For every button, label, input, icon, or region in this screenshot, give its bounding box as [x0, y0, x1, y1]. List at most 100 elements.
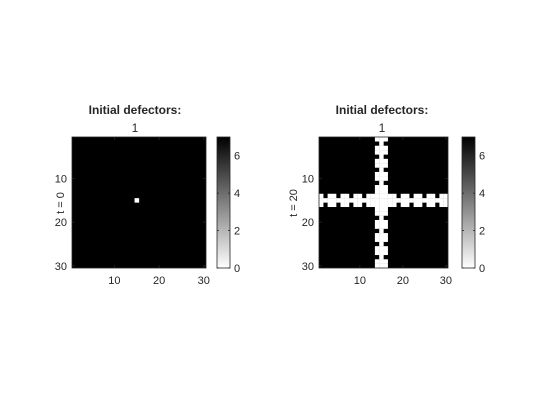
- heatmap-cell: [375, 172, 379, 177]
- heatmap-cell: [375, 233, 379, 238]
- heatmap-cell: [375, 189, 379, 194]
- heatmap-cell: [444, 203, 448, 208]
- heatmap-cell: [384, 207, 388, 212]
- heatmap-panel-t0: Initial defectors: 1 t = 0 10 20 30102030 …: [55, 103, 240, 287]
- heatmap-cell: [379, 229, 383, 234]
- heatmap-cell: [375, 203, 379, 208]
- heatmap-cell: [405, 194, 409, 199]
- heatmap-cell: [349, 198, 353, 203]
- heatmap-cell: [379, 198, 383, 203]
- heatmap-cell: [319, 194, 323, 199]
- heatmap-plot-area: 10 20 30 10 20 30: [55, 137, 210, 287]
- heatmap-cell: [384, 237, 388, 242]
- heatmap-cell: [384, 233, 388, 238]
- heatmap-cell: [384, 189, 388, 194]
- heatmap-cell: [379, 141, 383, 146]
- y-tick-label: 20: [55, 217, 67, 229]
- heatmap-cell: [384, 203, 388, 208]
- heatmap-cell: [388, 203, 392, 208]
- heatmap-cell: [341, 198, 345, 203]
- heatmap-cell: [384, 224, 388, 229]
- heatmap-cell: [384, 172, 388, 177]
- heatmap-cell: [401, 194, 405, 199]
- heatmap-panel-t20: Initial defectors: 1 t = 20 10 20 30102030…: [288, 103, 485, 287]
- heatmap-cell: [384, 176, 388, 181]
- y-tick-label: 10: [55, 173, 67, 185]
- heatmap-cell: [345, 194, 349, 199]
- x-tick-label: 20: [397, 275, 409, 287]
- heatmap-cell: [379, 259, 383, 264]
- heatmap-cell: [375, 224, 379, 229]
- heatmap-cell: [418, 203, 422, 208]
- heatmap-cell: [392, 198, 396, 203]
- heatmap-cell: [379, 220, 383, 225]
- heatmap-cell: [375, 163, 379, 168]
- heatmap-cell: [375, 159, 379, 164]
- heatmap-cell: [379, 237, 383, 242]
- heatmap-cell: [379, 154, 383, 159]
- heatmap-cell: [422, 198, 426, 203]
- heatmap-cell: [375, 237, 379, 242]
- heatmap-cell: [323, 198, 327, 203]
- heatmap-cell: [405, 203, 409, 208]
- heatmap-cell: [319, 203, 323, 208]
- heatmap-cell: [379, 181, 383, 186]
- heatmap-cell: [379, 255, 383, 260]
- heatmap-cell: [375, 194, 379, 199]
- heatmap-cell: [375, 259, 379, 264]
- heatmap-cell: [353, 198, 357, 203]
- heatmap-cell: [375, 146, 379, 151]
- heatmap-cell: [379, 251, 383, 256]
- heatmap-cell: [418, 194, 422, 199]
- heatmap-cell: [444, 198, 448, 203]
- heatmap-cell: [379, 224, 383, 229]
- y-tick-label: 20: [302, 217, 314, 229]
- colorbar-tick-label: 2: [234, 226, 240, 238]
- heatmap-cell: [418, 198, 422, 203]
- heatmap-cell: [409, 198, 413, 203]
- colorbar-tick-label: 2: [479, 226, 485, 238]
- heatmap-cell: [401, 203, 405, 208]
- y-tick-label: 30: [55, 261, 67, 273]
- heatmap-cell: [384, 246, 388, 251]
- heatmap-cell: [328, 194, 332, 199]
- x-tick-label: 30: [198, 275, 210, 287]
- colorbar-tick-label: 6: [479, 151, 485, 163]
- heatmap-cell: [427, 194, 431, 199]
- heatmap-cell: [375, 251, 379, 256]
- heatmap-cell: [319, 198, 323, 203]
- heatmap-cell: [414, 198, 418, 203]
- heatmap-cell: [379, 176, 383, 181]
- heatmap-cell: [353, 194, 357, 199]
- heatmap-cell: [328, 203, 332, 208]
- colorbar-tick-label: 0: [479, 263, 485, 275]
- heatmap-cell: [362, 198, 366, 203]
- colorbar-bar: [462, 137, 475, 268]
- heatmap-cell: [392, 203, 396, 208]
- heatmap-cell: [384, 146, 388, 151]
- panel-title: Initial defectors:: [336, 103, 429, 117]
- heatmap-cell: [384, 163, 388, 168]
- heatmap-cell: [384, 159, 388, 164]
- heatmap-cell: [379, 246, 383, 251]
- heatmap-cell: [379, 242, 383, 247]
- heatmap-cell: [379, 211, 383, 216]
- heatmap-cell: [444, 194, 448, 199]
- heatmap-cell: [427, 198, 431, 203]
- heatmap-cell: [431, 198, 435, 203]
- panel-subtitle: 1: [132, 121, 139, 135]
- colorbar: 0246: [217, 137, 240, 275]
- heatmap-cell: [379, 146, 383, 151]
- heatmap-cell: [345, 203, 349, 208]
- heatmap-cell: [375, 198, 379, 203]
- heatmap-cell: [332, 198, 336, 203]
- panel-subtitle: 1: [379, 121, 386, 135]
- heatmap-cell: [375, 207, 379, 212]
- heatmap-cell: [384, 150, 388, 155]
- heatmap-cell: [379, 189, 383, 194]
- heatmap-cell: [345, 198, 349, 203]
- heatmap-cell: [431, 203, 435, 208]
- heatmap-cell: [375, 185, 379, 190]
- heatmap-cell: [375, 220, 379, 225]
